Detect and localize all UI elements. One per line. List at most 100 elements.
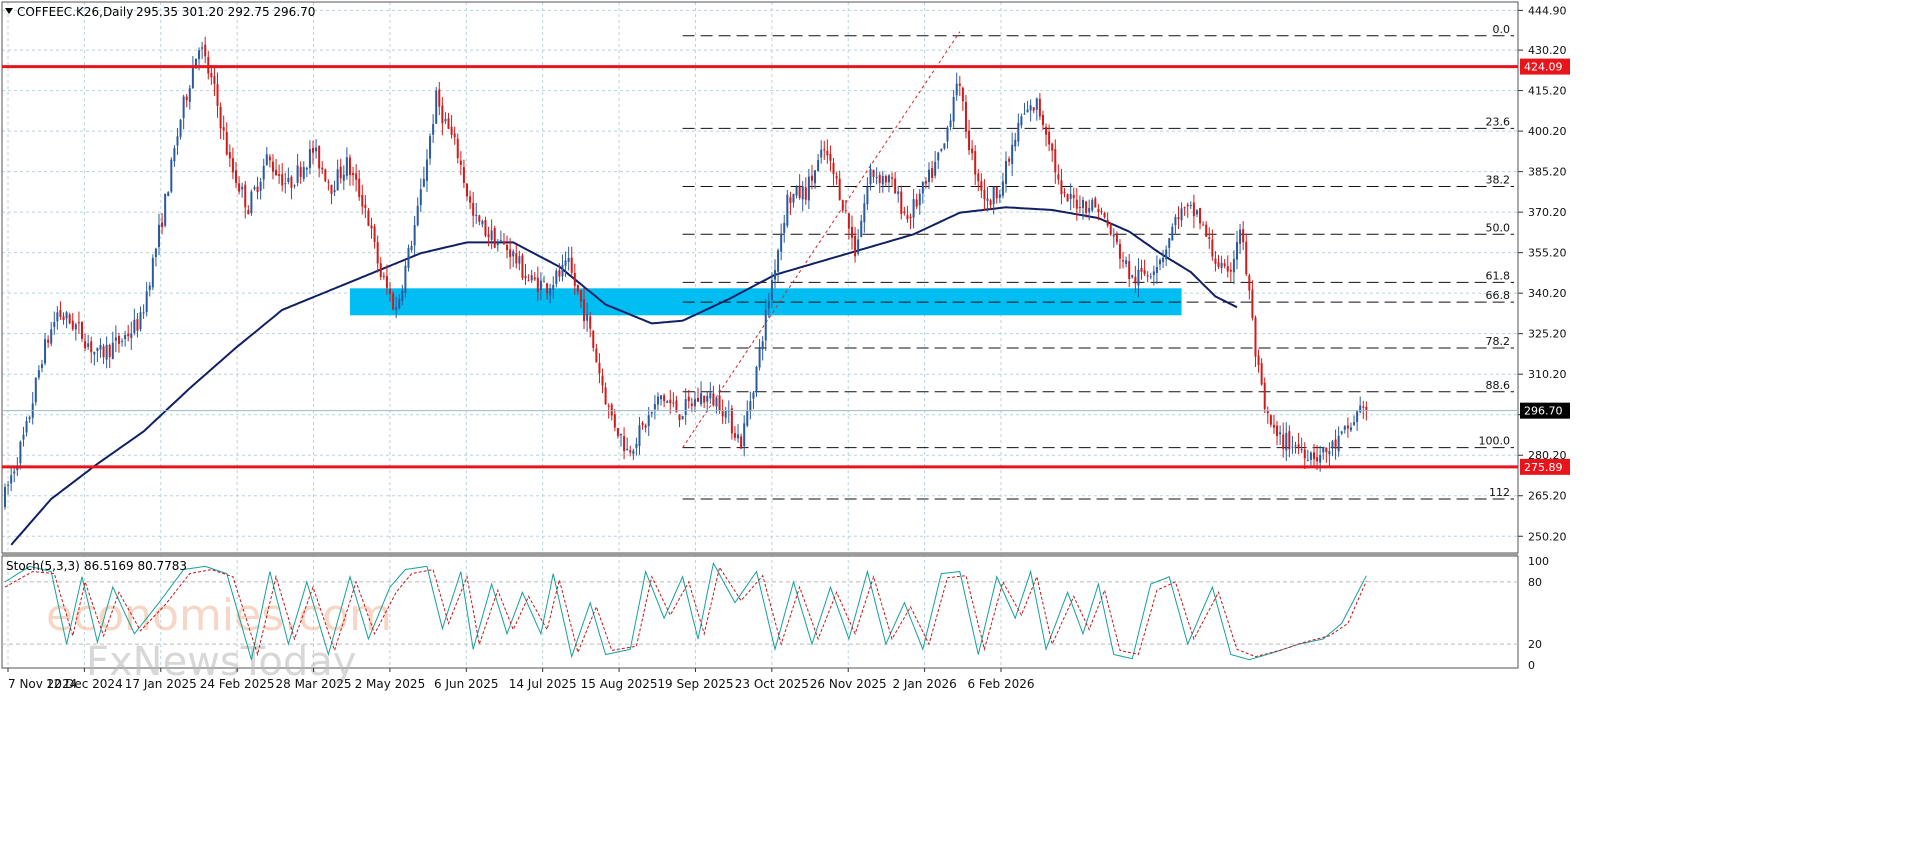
candle: [1088, 199, 1091, 221]
candle: [151, 254, 154, 291]
candle-body: [487, 234, 490, 238]
candle: [136, 313, 139, 338]
candle-body: [389, 288, 391, 294]
candle-body: [1337, 435, 1340, 452]
candle: [1248, 273, 1251, 300]
candle-body: [1100, 210, 1103, 212]
stochastic-panel[interactable]: 100 80 20 0 Stoch(5,3,3) 86.5169 80.7783: [2, 555, 1549, 672]
candle: [968, 119, 971, 155]
panel-separator[interactable]: [2, 553, 1518, 556]
candle: [977, 169, 980, 192]
candle-body: [1155, 266, 1158, 273]
candle-body: [869, 169, 872, 185]
candle: [176, 128, 179, 155]
candle-body: [656, 396, 659, 405]
candle: [869, 163, 872, 191]
candle: [530, 269, 533, 283]
candle: [1322, 446, 1325, 460]
fibonacci-layer[interactable]: 0.0 23.6 38.2 50.0 61.8 66.8 78.2 88.6 100.0 112: [682, 23, 1514, 500]
candle: [884, 174, 887, 188]
candle-body: [502, 242, 505, 244]
candle-body: [549, 288, 552, 296]
fib-level-label: 112: [1489, 486, 1510, 499]
candle: [275, 158, 278, 176]
candle: [1269, 414, 1272, 428]
candle-body: [1189, 205, 1192, 207]
candle-body: [931, 168, 934, 178]
candle-body: [50, 329, 53, 344]
candle-body: [1082, 200, 1084, 208]
candle: [703, 395, 706, 409]
candle: [718, 384, 721, 414]
candle: [527, 274, 530, 282]
candle-body: [903, 211, 906, 214]
candle-body: [515, 253, 518, 264]
candle-body: [669, 399, 672, 404]
candle-body: [968, 130, 971, 151]
candle-body: [650, 411, 653, 414]
candle-body: [844, 210, 847, 212]
candle-body: [1026, 109, 1029, 113]
fib-level-label: 66.8: [1486, 289, 1511, 302]
candle: [875, 167, 878, 185]
candle: [909, 213, 912, 230]
candle-body: [1001, 181, 1004, 196]
candle: [318, 145, 321, 178]
candle: [764, 298, 767, 351]
fib-level-label: 38.2: [1486, 173, 1511, 186]
candle: [50, 321, 53, 347]
candle-body: [102, 346, 105, 358]
candle: [105, 336, 108, 369]
horizontal-levels-layer[interactable]: 424.09 275.89: [2, 58, 1570, 475]
candle: [1026, 100, 1029, 113]
candle-body: [946, 127, 949, 142]
candle: [271, 154, 274, 180]
candle: [650, 411, 653, 418]
candle: [1300, 437, 1303, 454]
candle: [121, 338, 124, 347]
dropdown-triangle-icon[interactable]: [5, 8, 13, 14]
candle: [1232, 250, 1235, 285]
candle-body: [1011, 144, 1014, 165]
candle-body: [918, 193, 921, 206]
candle: [900, 185, 903, 220]
symbol-label: COFFEEC.K26,Daily: [17, 5, 133, 19]
candle-body: [7, 484, 10, 486]
candle: [918, 189, 921, 215]
candle: [117, 332, 120, 353]
candle-body: [268, 156, 271, 161]
candle-body: [666, 401, 669, 403]
candle-body: [1316, 457, 1319, 462]
candle: [949, 113, 952, 131]
candle: [145, 282, 148, 317]
candle: [447, 112, 450, 130]
candle-body: [518, 256, 521, 264]
candle-body: [256, 186, 259, 193]
candle: [1245, 233, 1248, 277]
candle-body: [906, 215, 909, 220]
candle-body: [644, 425, 647, 428]
price-tick-label: 370.20: [1528, 206, 1567, 219]
candle-body: [56, 312, 59, 322]
candle: [860, 214, 863, 238]
candle-body: [573, 273, 576, 286]
candle: [472, 192, 475, 228]
candle: [934, 151, 937, 179]
candle-body: [438, 89, 441, 107]
candle-body: [475, 214, 478, 216]
candle: [1100, 207, 1103, 215]
candle: [401, 284, 404, 306]
price-axis[interactable]: 444.90 430.20 415.20 400.20 385.20 370.20 355.…: [2, 4, 1570, 543]
candle: [1297, 432, 1300, 455]
fib-trendline[interactable]: [682, 31, 961, 448]
candle: [906, 205, 909, 223]
candle-body: [687, 396, 690, 402]
candle-body: [1051, 143, 1054, 151]
candle: [1048, 124, 1051, 152]
candle: [1306, 449, 1309, 462]
candle-body: [253, 187, 256, 190]
candle: [364, 195, 367, 218]
